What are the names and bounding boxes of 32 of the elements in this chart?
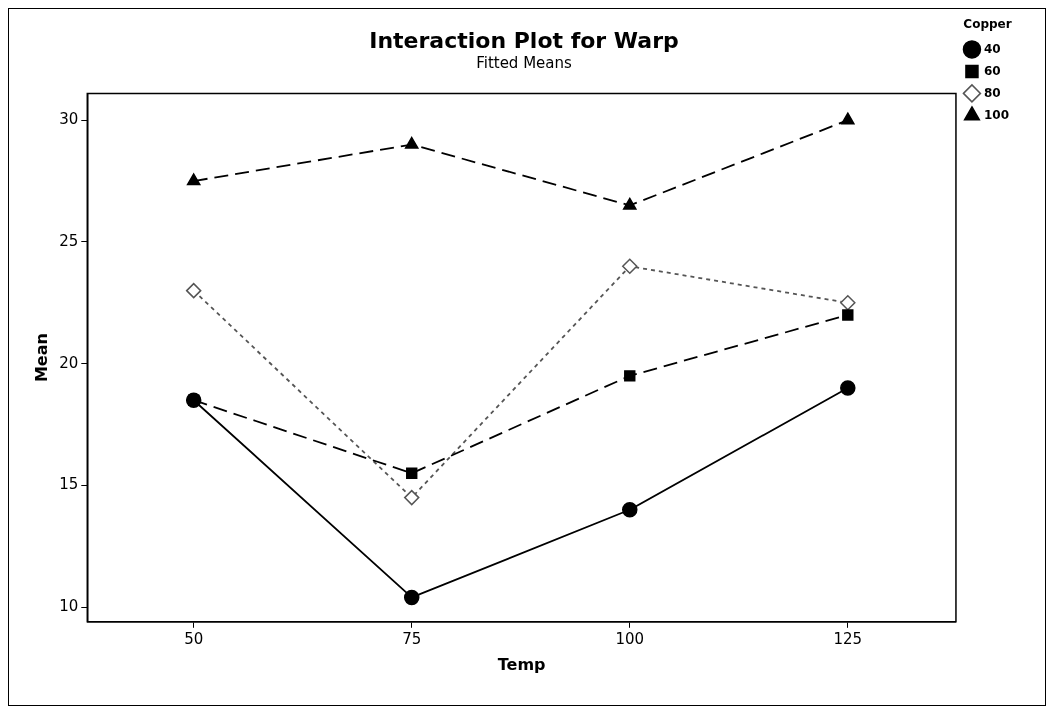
x-axis-title: Temp — [497, 654, 546, 674]
chart-subtitle: Fitted Means — [476, 54, 573, 73]
x-tick-label: 50 — [184, 629, 204, 648]
point — [403, 489, 420, 506]
point — [622, 502, 638, 518]
y-tick-label: 20 — [59, 353, 79, 372]
point — [406, 467, 418, 479]
y-tick-label: 30 — [59, 110, 79, 129]
x-tick-label: 75 — [402, 629, 422, 648]
legend-title: Copper — [963, 17, 1012, 32]
x-tick-label: 100 — [615, 629, 645, 648]
y-tick-label: 25 — [59, 231, 79, 250]
point — [624, 370, 636, 382]
point — [840, 295, 856, 311]
point — [404, 136, 419, 149]
y-tick-label: 15 — [59, 475, 79, 494]
x-tick-label: 125 — [833, 629, 863, 648]
legend-label: 60 — [983, 63, 1001, 78]
legend-label: 40 — [983, 41, 1001, 56]
point — [842, 309, 854, 321]
point — [622, 258, 638, 275]
point — [840, 112, 855, 125]
point — [622, 197, 637, 210]
point — [840, 380, 856, 396]
point — [186, 173, 201, 186]
legend-label: 80 — [983, 85, 1001, 100]
point — [403, 589, 420, 606]
legend-label: 100 — [983, 107, 1010, 122]
y-axis-title: Mean — [31, 333, 51, 383]
point — [185, 282, 202, 299]
y-tick-label: 10 — [59, 597, 79, 616]
chart-title: Interaction Plot for Warp — [369, 27, 679, 53]
